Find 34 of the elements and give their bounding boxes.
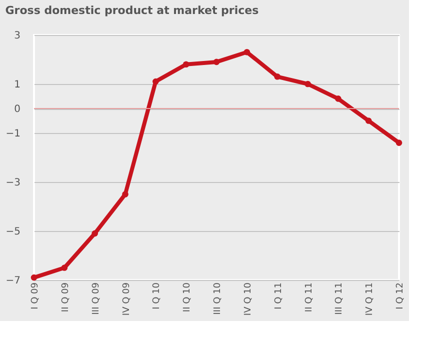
y-tick-label: −1 [6,128,20,140]
x-tick-label: III Q 11 [334,282,345,315]
x-tick-label: IV Q 11 [365,282,376,316]
x-tick-label: III Q 10 [213,282,223,315]
y-tick-label: −3 [6,178,20,188]
y-tick-label: 1 [14,80,20,90]
x-tick-label: II Q 09 [60,282,71,312]
point [30,274,38,281]
point [365,118,372,124]
x-tick-label: III Q 09 [91,282,102,315]
point [92,230,98,237]
x-tick-label: I Q 12 [396,282,406,310]
point [152,78,159,85]
x-tick-label: I Q 09 [30,282,40,310]
x-tick-label: I Q 10 [152,282,162,310]
x-tick-label: I Q 11 [274,282,284,310]
y-tick-label: −7 [6,276,20,286]
point [61,264,68,271]
point [335,96,342,102]
y-tick-label: 3 [14,30,20,42]
x-tick-label: II Q 11 [304,282,314,312]
point [274,73,280,80]
chart-title: Gross domestic product at market prices [5,4,260,17]
point [396,140,402,146]
y-tick-label: 0 [14,104,20,115]
x-tick-label: IV Q 10 [243,282,254,316]
point [244,48,250,56]
x-tick-label: II Q 10 [182,282,193,312]
point [182,61,190,68]
point [122,191,128,198]
point [213,58,220,66]
y-tick-label: −5 [6,226,20,238]
x-tick-label: IV Q 09 [122,282,132,316]
point [304,80,311,88]
